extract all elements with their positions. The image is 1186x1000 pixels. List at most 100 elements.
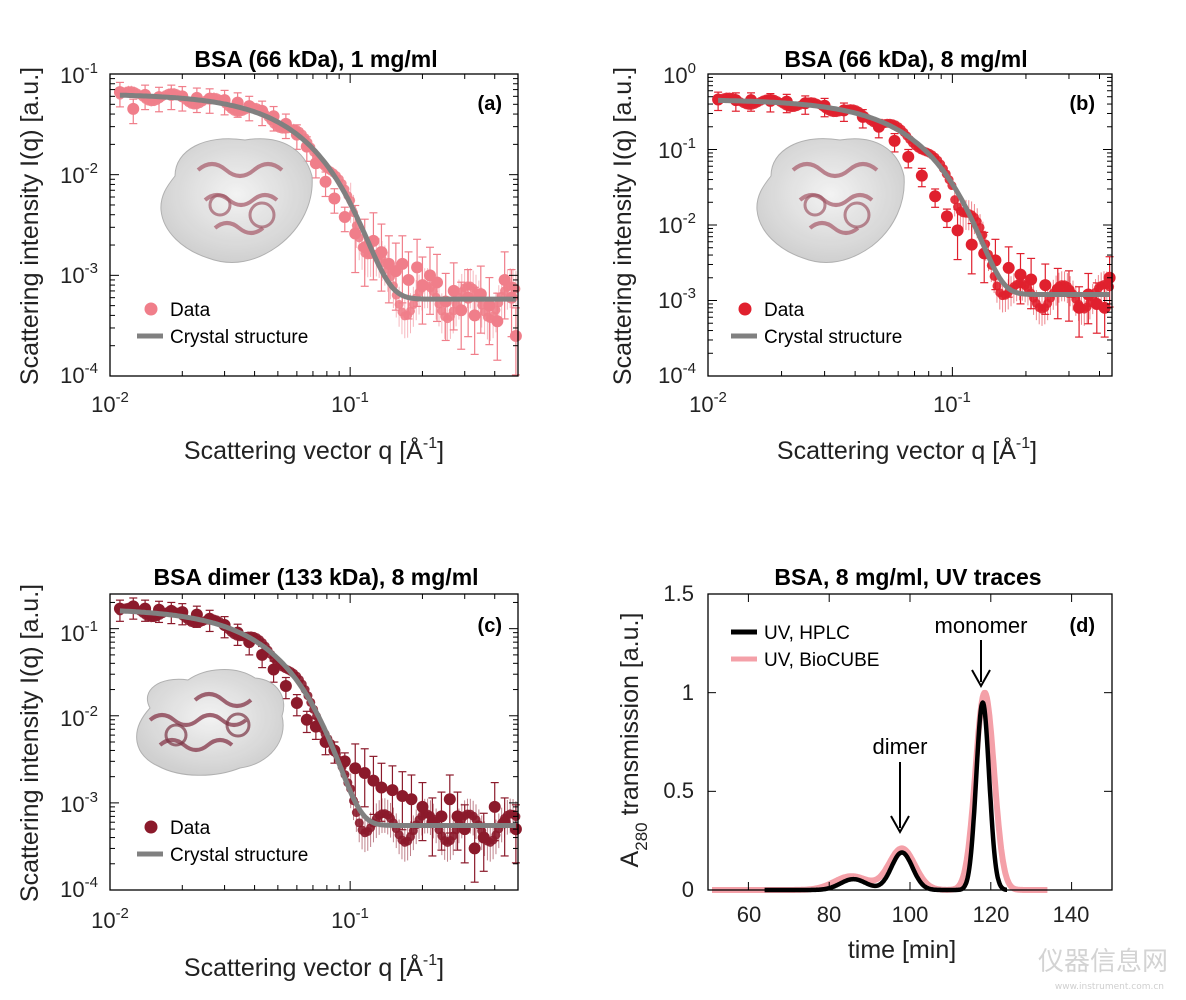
panel-d-annotation-monomer: monomer xyxy=(935,613,1028,689)
panel-b-data-point xyxy=(940,210,953,223)
panel-a-data-point xyxy=(394,299,404,309)
panel-c-data-point xyxy=(358,767,371,780)
panel-d-xlabel: time [min] xyxy=(848,936,956,964)
panel-d-xtick-2: 100 xyxy=(892,902,929,927)
panel-b-inset-structure xyxy=(756,138,905,263)
panel-b-data-point xyxy=(950,195,960,205)
panel-b-axes xyxy=(707,73,1112,377)
panel-c-xlabel: Scattering vector q [Å-1] xyxy=(184,952,444,982)
panel-b-marks xyxy=(712,91,1116,338)
panel-b-ylabel: Scattering intensity I(q) [a.u.] xyxy=(609,67,637,385)
panel-c-marks xyxy=(113,597,522,883)
panel-a-data-point xyxy=(396,257,409,270)
panel-c-data-point xyxy=(375,781,388,794)
panel-a-xtick-0: 10-2 xyxy=(91,389,129,417)
panel-d-axes xyxy=(708,593,1112,891)
panel-d-ytick-0: 0 xyxy=(682,877,694,902)
panel-c-xtick-1: 10-1 xyxy=(331,905,369,933)
panel-c-ytick-1: 10-3 xyxy=(60,789,98,817)
panel-b-data-point xyxy=(1039,279,1052,292)
panel-a-crystal-structure-line xyxy=(119,92,517,302)
panel-d-legend-hplc-label: UV, HPLC xyxy=(764,623,850,644)
panel-d-ytick-2: 1 xyxy=(682,680,694,705)
panel-b-data-point xyxy=(915,169,928,182)
watermark: 仪器信息网 xyxy=(1037,947,1168,977)
panel-b-data-point xyxy=(1014,268,1027,281)
panel-c-ytick-3: 10-1 xyxy=(60,618,98,646)
panel-a-marks xyxy=(113,81,522,376)
panel-b-legend-data-label: Data xyxy=(764,300,805,321)
panel-b-ytick-4: 100 xyxy=(663,60,696,88)
panel-b-legend: Data Crystal structure xyxy=(731,300,902,348)
panel-b: BSA (66 kDa), 8 mg/ml (b) 10-4 10-3 10-2… xyxy=(609,46,1116,465)
panel-c-xtick-0: 10-2 xyxy=(91,905,129,933)
panel-d-title: BSA, 8 mg/ml, UV traces xyxy=(774,564,1041,590)
panel-c-data-point xyxy=(396,789,409,802)
panel-a-label: (a) xyxy=(478,93,502,115)
panel-b-data-point xyxy=(951,224,964,237)
panel-b-ytick-1: 10-3 xyxy=(658,285,696,313)
panel-d-xtick-1: 80 xyxy=(817,902,841,927)
panel-c-data-point xyxy=(405,793,418,806)
panel-d-label: (d) xyxy=(1069,615,1095,637)
panel-b-crystal-structure-line xyxy=(717,97,1111,297)
panel-a-data-point xyxy=(455,304,468,317)
panel-c-data-point xyxy=(416,800,429,813)
panel-a-xlabel: Scattering vector q [Å-1] xyxy=(184,435,444,465)
panel-a-ytick-3: 10-1 xyxy=(60,60,98,88)
panel-a-data-point xyxy=(127,102,140,115)
panel-c-data-point xyxy=(309,720,322,733)
panel-b-data-point xyxy=(992,281,1002,291)
panel-d: BSA, 8 mg/ml, UV traces (d) 0 0.5 1 1.5 … xyxy=(616,564,1113,964)
panel-c-inset-structure xyxy=(136,669,285,776)
panel-a-data-point xyxy=(402,273,415,286)
panel-c: BSA dimer (133 kDa), 8 mg/ml (c) 10-4 10… xyxy=(16,564,522,982)
panel-b-ytick-2: 10-2 xyxy=(658,210,696,238)
panel-c-ytick-2: 10-2 xyxy=(60,703,98,731)
panel-a-ytick-1: 10-3 xyxy=(60,260,98,288)
panel-c-legend-data-marker xyxy=(144,820,158,834)
panel-a-ytick-0: 10-4 xyxy=(60,360,98,388)
panel-a-xtick-1: 10-1 xyxy=(331,389,369,417)
panel-b-legend-data-marker xyxy=(738,302,752,316)
panel-a-data-point xyxy=(338,210,351,223)
panel-c-legend-fit-label: Crystal structure xyxy=(170,845,308,866)
panel-a-data-point xyxy=(411,261,424,274)
panel-b-xlabel: Scattering vector q [Å-1] xyxy=(777,435,1037,465)
panel-a-data-point xyxy=(509,329,522,342)
panel-d-xtick-0: 60 xyxy=(737,902,761,927)
panel-a: BSA (66 kDa), 1 mg/ml (a) 10-4 10-3 10-2… xyxy=(16,46,522,465)
panel-c-legend: Data Crystal structure xyxy=(137,818,308,866)
panel-d-xtick-3: 120 xyxy=(973,902,1010,927)
panel-c-data-point xyxy=(488,800,501,813)
panel-b-ytick-3: 10-1 xyxy=(658,135,696,163)
panel-c-data-point xyxy=(468,842,481,855)
panel-a-plot-frame xyxy=(109,73,519,377)
panel-d-marks xyxy=(709,689,1050,893)
panel-a-legend-data-marker xyxy=(144,302,158,316)
panel-c-legend-data-label: Data xyxy=(170,818,211,839)
panel-b-data-point xyxy=(965,238,978,251)
watermark-url: www.instrument.com.cn xyxy=(1054,982,1164,992)
panel-a-data-point xyxy=(349,227,362,240)
panel-b-data-point xyxy=(929,190,942,203)
panel-a-ytick-2: 10-2 xyxy=(60,160,98,188)
panel-b-legend-fit-label: Crystal structure xyxy=(764,327,902,348)
panel-a-data-point xyxy=(431,276,444,289)
panel-c-label: (c) xyxy=(478,615,502,637)
panel-a-data-point xyxy=(416,279,429,292)
panel-a-data-point xyxy=(468,309,481,322)
panel-d-annotation-monomer-text: monomer xyxy=(935,613,1028,638)
panel-b-data-point xyxy=(1025,273,1038,286)
panel-b-data-point xyxy=(1098,301,1111,314)
panel-c-data-point xyxy=(279,679,292,692)
panel-c-data-point xyxy=(354,818,364,828)
panel-a-legend-data-label: Data xyxy=(170,300,211,321)
panel-c-data-point xyxy=(256,648,269,661)
panel-c-data-point xyxy=(290,697,303,710)
panel-a-ylabel: Scattering intensity I(q) [a.u.] xyxy=(16,67,44,385)
panel-a-title: BSA (66 kDa), 1 mg/ml xyxy=(194,46,437,72)
panel-c-data-point xyxy=(443,793,456,806)
panel-a-data-point xyxy=(483,299,496,312)
